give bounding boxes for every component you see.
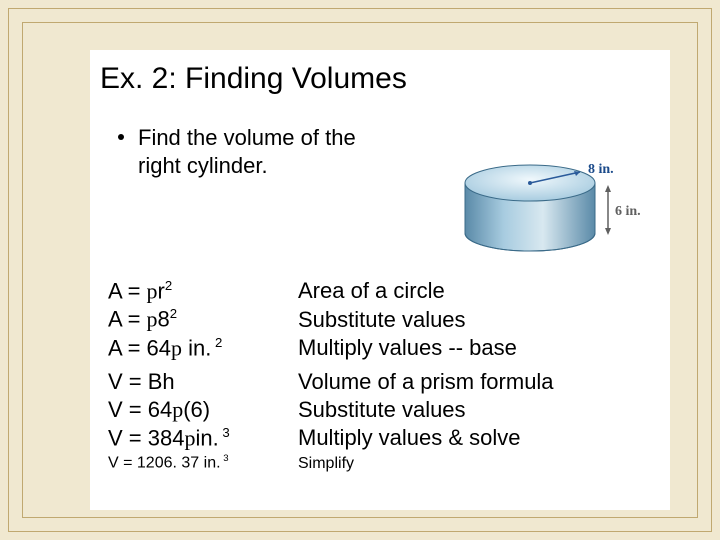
work-row: A = p82 Substitute values <box>108 306 660 332</box>
work-row-small: V = 1206. 37 in. 3 Simplify <box>108 453 660 472</box>
slide-title: Ex. 2: Finding Volumes <box>90 50 670 96</box>
explanation: Volume of a prism formula <box>298 369 554 395</box>
bullet-text: Find the volume of the right cylinder. <box>138 124 388 179</box>
explanation: Area of a circle <box>298 278 445 304</box>
equation: A = 64p in. 2 <box>108 335 298 361</box>
slide-content: Ex. 2: Finding Volumes Find the volume o… <box>90 50 670 510</box>
explanation: Multiply values -- base <box>298 335 517 361</box>
equation: A = pr2 <box>108 278 298 304</box>
height-label: 6 in. <box>615 204 641 219</box>
work-row: V = 384pin. 3 Multiply values & solve <box>108 425 660 451</box>
equation: V = 64p(6) <box>108 397 298 423</box>
bullet-dot <box>118 134 124 140</box>
explanation: Substitute values <box>298 397 466 423</box>
work-row: V = 64p(6) Substitute values <box>108 397 660 423</box>
equation: A = p82 <box>108 306 298 332</box>
equation: V = 384pin. 3 <box>108 425 298 451</box>
equation: V = Bh <box>108 369 298 395</box>
explanation: Substitute values <box>298 307 466 333</box>
explanation: Simplify <box>298 455 354 473</box>
work-area: A = pr2 Area of a circle A = p82 Substit… <box>108 278 660 475</box>
work-row: V = Bh Volume of a prism formula <box>108 369 660 395</box>
radius-label: 8 in. <box>588 162 614 177</box>
explanation: Multiply values & solve <box>298 425 521 451</box>
equation: V = 1206. 37 in. 3 <box>108 453 298 472</box>
cylinder-diagram: 8 in. 6 in. <box>450 155 660 265</box>
work-row: A = 64p in. 2 Multiply values -- base <box>108 335 660 361</box>
work-row: A = pr2 Area of a circle <box>108 278 660 304</box>
